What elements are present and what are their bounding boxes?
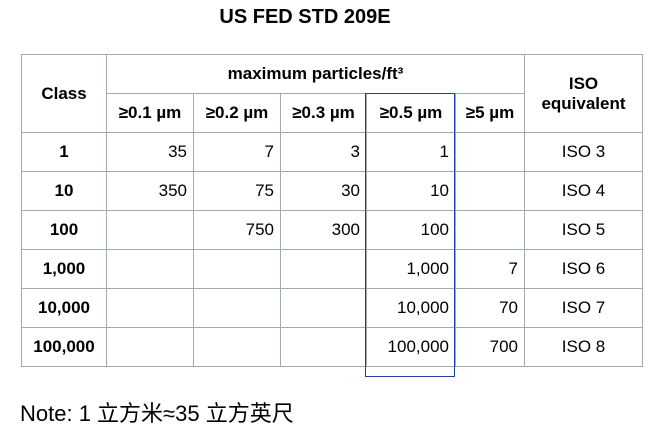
table-cell: 100,000: [21, 327, 107, 367]
table-cell: 10,000: [21, 288, 107, 328]
table-cell: 3: [280, 132, 367, 172]
table-cell: [455, 171, 525, 211]
table-cell: 1,000: [21, 249, 107, 289]
header-cell: ISO equivalent: [524, 54, 643, 133]
table-cell: ISO 5: [524, 210, 643, 250]
table-cell: 35: [106, 132, 194, 172]
table-cell: 750: [193, 210, 281, 250]
header-cell: ≥0.3 µm: [280, 93, 367, 133]
table-cell: 70: [455, 288, 525, 328]
title: US FED STD 209E: [219, 6, 391, 28]
highlight-box: [365, 93, 455, 377]
table-cell: [193, 249, 281, 289]
table-cell: [280, 327, 367, 367]
table-cell: ISO 3: [524, 132, 643, 172]
table-row: 10,000 10,000 70 ISO 7: [21, 288, 643, 328]
table-row: 100,000 100,000 700 ISO 8: [21, 327, 643, 367]
table-row: 10 350 75 30 10 ISO 4: [21, 171, 643, 211]
table-cell: [193, 288, 281, 328]
table-cell: ISO 8: [524, 327, 643, 367]
table-cell: [106, 327, 194, 367]
header-cell: Class: [21, 54, 107, 133]
header-cell: ≥0.5 µm: [366, 93, 456, 133]
table-cell: 7: [455, 249, 525, 289]
table-cell: ISO 6: [524, 249, 643, 289]
table-cell: [455, 210, 525, 250]
table-cell: 100,000: [366, 327, 456, 367]
table-cell: 1: [21, 132, 107, 172]
table-body: 1 35 7 3 1 ISO 3 10 350 75 30 10 ISO 4 100 750 300 100 I…: [21, 132, 643, 367]
table-cell: 350: [106, 171, 194, 211]
table-cell: 100: [21, 210, 107, 250]
table-cell: ISO 4: [524, 171, 643, 211]
header-cell: ≥0.1 µm: [106, 93, 194, 133]
table-cell: [106, 249, 194, 289]
table-cell: 700: [455, 327, 525, 367]
table-row: 1 35 7 3 1 ISO 3: [21, 132, 643, 172]
table-cell: 30: [280, 171, 367, 211]
header-cell: maximum particles/ft³: [106, 54, 525, 94]
table-cell: [455, 132, 525, 172]
table-cell: [193, 327, 281, 367]
note: Note: 1 立方米≈35 立方英尺: [20, 401, 294, 426]
header-row: ≥0.1 µm ≥0.2 µm ≥0.3 µm ≥0.5 µm ≥5 µm: [22, 93, 643, 133]
table-cell: [106, 210, 194, 250]
table-cell: ISO 7: [524, 288, 643, 328]
table-cell: 7: [193, 132, 281, 172]
table-row: 100 750 300 100 ISO 5: [21, 210, 643, 250]
table: Class maximum particles/ft³ ISO equivale…: [21, 54, 643, 367]
table-cell: 75: [193, 171, 281, 211]
header-cell: ≥5 µm: [455, 93, 525, 133]
header-cell: ≥0.2 µm: [193, 93, 281, 133]
table-cell: [280, 288, 367, 328]
table-cell: [280, 249, 367, 289]
table-cell: 10: [21, 171, 107, 211]
table-cell: 100: [366, 210, 456, 250]
table-row: 1,000 1,000 7 ISO 6: [21, 249, 643, 289]
table-cell: 10: [366, 171, 456, 211]
table-cell: 300: [280, 210, 367, 250]
table-cell: 10,000: [366, 288, 456, 328]
table-cell: [106, 288, 194, 328]
